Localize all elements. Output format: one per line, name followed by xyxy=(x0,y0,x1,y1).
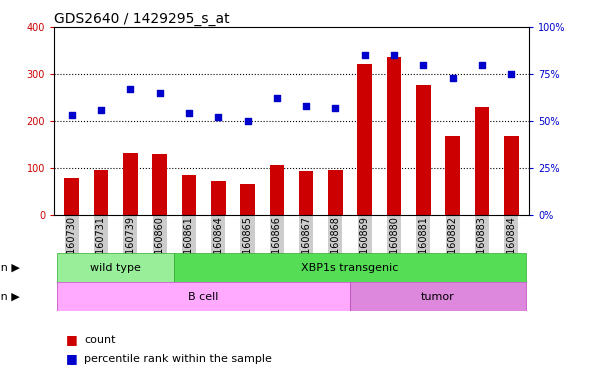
Text: ■: ■ xyxy=(66,333,78,346)
Text: XBP1s transgenic: XBP1s transgenic xyxy=(302,263,399,273)
Text: specimen ▶: specimen ▶ xyxy=(0,291,20,302)
Bar xyxy=(299,171,314,215)
Bar xyxy=(445,136,460,215)
Bar xyxy=(328,170,343,215)
Point xyxy=(272,95,282,101)
Point xyxy=(155,90,165,96)
Bar xyxy=(504,136,519,215)
Text: B cell: B cell xyxy=(188,291,219,302)
Point xyxy=(213,114,223,120)
Point xyxy=(126,86,135,92)
Point xyxy=(67,112,76,118)
Bar xyxy=(386,58,401,215)
Bar xyxy=(211,181,225,215)
Point xyxy=(301,103,311,109)
Point xyxy=(448,74,457,81)
Bar xyxy=(94,170,108,215)
Point xyxy=(184,110,194,116)
Text: percentile rank within the sample: percentile rank within the sample xyxy=(84,354,272,364)
Text: strain ▶: strain ▶ xyxy=(0,263,20,273)
Bar xyxy=(416,85,431,215)
Text: wild type: wild type xyxy=(90,263,141,273)
Bar xyxy=(64,178,79,215)
Point xyxy=(331,105,340,111)
Point xyxy=(507,71,516,77)
Bar xyxy=(152,154,167,215)
Bar xyxy=(269,165,284,215)
Bar xyxy=(57,253,174,282)
Point xyxy=(96,107,106,113)
Bar xyxy=(182,175,197,215)
Point xyxy=(477,61,487,68)
Bar xyxy=(358,64,372,215)
Text: count: count xyxy=(84,335,115,345)
Bar xyxy=(350,282,526,311)
Bar xyxy=(174,253,526,282)
Point xyxy=(389,52,399,58)
Text: tumor: tumor xyxy=(421,291,455,302)
Bar xyxy=(123,153,138,215)
Point xyxy=(418,61,428,68)
Point xyxy=(243,118,252,124)
Text: ■: ■ xyxy=(66,353,78,366)
Bar xyxy=(240,184,255,215)
Bar xyxy=(475,107,489,215)
Bar xyxy=(57,282,350,311)
Text: GDS2640 / 1429295_s_at: GDS2640 / 1429295_s_at xyxy=(54,12,230,26)
Point xyxy=(360,52,370,58)
